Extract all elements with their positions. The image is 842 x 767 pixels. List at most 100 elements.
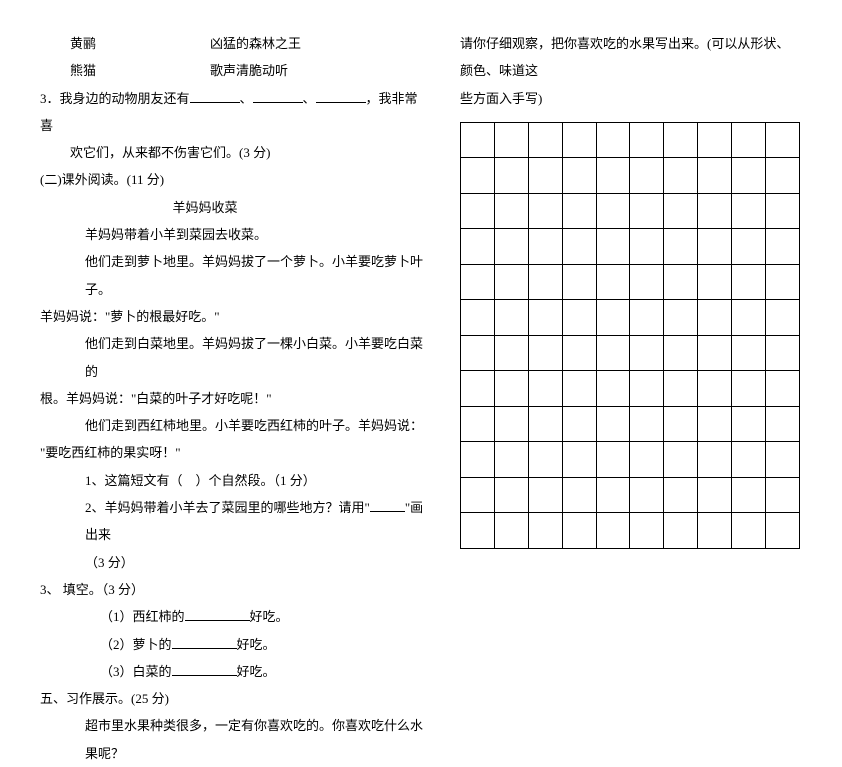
grid-cell[interactable] — [698, 122, 732, 158]
grid-cell[interactable] — [664, 122, 698, 158]
grid-cell[interactable] — [528, 300, 562, 336]
grid-cell[interactable] — [664, 229, 698, 265]
grid-cell[interactable] — [698, 229, 732, 265]
grid-cell[interactable] — [630, 371, 664, 407]
grid-cell[interactable] — [528, 193, 562, 229]
grid-cell[interactable] — [494, 371, 528, 407]
grid-cell[interactable] — [562, 335, 596, 371]
grid-cell[interactable] — [596, 477, 630, 513]
grid-cell[interactable] — [732, 229, 766, 265]
grid-cell[interactable] — [630, 193, 664, 229]
grid-cell[interactable] — [562, 442, 596, 478]
grid-cell[interactable] — [664, 193, 698, 229]
grid-cell[interactable] — [461, 229, 495, 265]
grid-cell[interactable] — [698, 442, 732, 478]
writing-grid[interactable] — [460, 122, 800, 549]
grid-cell[interactable] — [766, 122, 800, 158]
grid-cell[interactable] — [596, 300, 630, 336]
grid-cell[interactable] — [528, 158, 562, 194]
grid-cell[interactable] — [562, 300, 596, 336]
grid-cell[interactable] — [664, 406, 698, 442]
grid-cell[interactable] — [766, 477, 800, 513]
grid-cell[interactable] — [698, 335, 732, 371]
grid-cell[interactable] — [698, 371, 732, 407]
grid-cell[interactable] — [562, 122, 596, 158]
grid-cell[interactable] — [766, 513, 800, 549]
grid-cell[interactable] — [766, 406, 800, 442]
blank-input[interactable] — [185, 608, 250, 621]
grid-cell[interactable] — [528, 335, 562, 371]
grid-cell[interactable] — [494, 122, 528, 158]
grid-cell[interactable] — [732, 264, 766, 300]
grid-cell[interactable] — [461, 193, 495, 229]
blank-input[interactable] — [316, 90, 366, 103]
grid-cell[interactable] — [528, 406, 562, 442]
grid-cell[interactable] — [596, 371, 630, 407]
grid-cell[interactable] — [494, 513, 528, 549]
blank-input[interactable] — [172, 663, 237, 676]
grid-cell[interactable] — [528, 264, 562, 300]
grid-cell[interactable] — [732, 513, 766, 549]
grid-cell[interactable] — [698, 193, 732, 229]
grid-cell[interactable] — [461, 442, 495, 478]
grid-cell[interactable] — [596, 264, 630, 300]
blank-input[interactable] — [253, 90, 303, 103]
grid-cell[interactable] — [528, 122, 562, 158]
grid-cell[interactable] — [766, 264, 800, 300]
grid-cell[interactable] — [698, 477, 732, 513]
grid-cell[interactable] — [664, 264, 698, 300]
blank-input[interactable] — [172, 636, 237, 649]
grid-cell[interactable] — [596, 406, 630, 442]
grid-cell[interactable] — [461, 300, 495, 336]
grid-cell[interactable] — [630, 122, 664, 158]
grid-cell[interactable] — [732, 335, 766, 371]
grid-cell[interactable] — [766, 229, 800, 265]
grid-cell[interactable] — [732, 158, 766, 194]
grid-cell[interactable] — [766, 335, 800, 371]
grid-cell[interactable] — [630, 442, 664, 478]
grid-cell[interactable] — [494, 300, 528, 336]
grid-cell[interactable] — [732, 122, 766, 158]
grid-cell[interactable] — [461, 371, 495, 407]
grid-cell[interactable] — [732, 477, 766, 513]
grid-cell[interactable] — [630, 477, 664, 513]
grid-cell[interactable] — [562, 193, 596, 229]
grid-cell[interactable] — [630, 229, 664, 265]
grid-cell[interactable] — [528, 229, 562, 265]
grid-cell[interactable] — [732, 406, 766, 442]
grid-cell[interactable] — [461, 335, 495, 371]
grid-cell[interactable] — [698, 264, 732, 300]
grid-cell[interactable] — [664, 158, 698, 194]
grid-cell[interactable] — [494, 158, 528, 194]
grid-cell[interactable] — [562, 477, 596, 513]
grid-cell[interactable] — [528, 371, 562, 407]
grid-cell[interactable] — [664, 442, 698, 478]
grid-cell[interactable] — [528, 513, 562, 549]
grid-cell[interactable] — [698, 406, 732, 442]
grid-cell[interactable] — [664, 371, 698, 407]
grid-cell[interactable] — [596, 122, 630, 158]
grid-cell[interactable] — [766, 158, 800, 194]
grid-cell[interactable] — [562, 513, 596, 549]
grid-cell[interactable] — [461, 513, 495, 549]
grid-cell[interactable] — [596, 442, 630, 478]
grid-cell[interactable] — [732, 442, 766, 478]
grid-cell[interactable] — [732, 300, 766, 336]
grid-cell[interactable] — [664, 513, 698, 549]
grid-cell[interactable] — [494, 229, 528, 265]
grid-cell[interactable] — [732, 371, 766, 407]
grid-cell[interactable] — [494, 335, 528, 371]
grid-cell[interactable] — [461, 477, 495, 513]
grid-cell[interactable] — [461, 158, 495, 194]
grid-cell[interactable] — [596, 193, 630, 229]
grid-cell[interactable] — [630, 406, 664, 442]
grid-cell[interactable] — [630, 513, 664, 549]
grid-cell[interactable] — [766, 371, 800, 407]
grid-cell[interactable] — [698, 300, 732, 336]
grid-cell[interactable] — [630, 335, 664, 371]
grid-cell[interactable] — [562, 158, 596, 194]
grid-cell[interactable] — [494, 406, 528, 442]
grid-cell[interactable] — [494, 477, 528, 513]
grid-cell[interactable] — [698, 513, 732, 549]
grid-cell[interactable] — [630, 264, 664, 300]
